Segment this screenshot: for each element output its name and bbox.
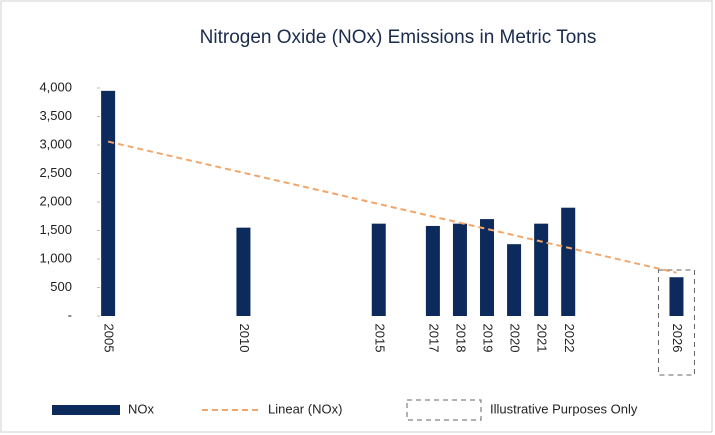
y-tick-label: 1,500 — [39, 222, 72, 237]
trend-line — [107, 140, 677, 274]
y-tick-label: 500 — [50, 279, 72, 294]
y-tick-label: 2,000 — [39, 193, 72, 208]
bar — [534, 223, 549, 316]
x-tick-label: 2019 — [481, 324, 496, 353]
bar — [101, 90, 116, 316]
x-tick-label: 2010 — [237, 324, 252, 353]
x-tick-label: 2022 — [562, 324, 577, 353]
bar — [425, 225, 440, 316]
bar — [452, 223, 467, 316]
y-tick-label: 1,000 — [39, 250, 72, 265]
bar — [236, 227, 251, 316]
x-tick-label: 2026 — [670, 324, 685, 353]
legend-label: Illustrative Purposes Only — [490, 401, 638, 416]
x-tick-label: 2021 — [535, 324, 550, 353]
y-tick-label: 2,500 — [39, 165, 72, 180]
x-tick-label: 2020 — [508, 324, 523, 353]
legend-label: Linear (NOx) — [268, 401, 342, 416]
legend-swatch — [406, 399, 482, 421]
y-tick-label: 3,500 — [39, 108, 72, 123]
x-tick-label: 2005 — [102, 324, 117, 353]
y-tick-label: 4,000 — [39, 79, 72, 94]
x-tick-label: 2015 — [372, 324, 387, 353]
legend-label: NOx — [128, 401, 155, 416]
y-tick-label: - — [68, 307, 72, 322]
legend-swatch — [52, 405, 120, 415]
bar — [480, 219, 495, 316]
bar — [561, 207, 576, 316]
bar — [669, 277, 684, 316]
illustrative-box — [657, 269, 695, 376]
y-tick-label: 3,000 — [39, 136, 72, 151]
bar — [371, 223, 386, 316]
x-tick-label: 2017 — [426, 324, 441, 353]
chart-title: Nitrogen Oxide (NOx) Emissions in Metric… — [200, 27, 597, 48]
x-tick-label: 2018 — [454, 324, 469, 353]
bar — [507, 244, 522, 316]
